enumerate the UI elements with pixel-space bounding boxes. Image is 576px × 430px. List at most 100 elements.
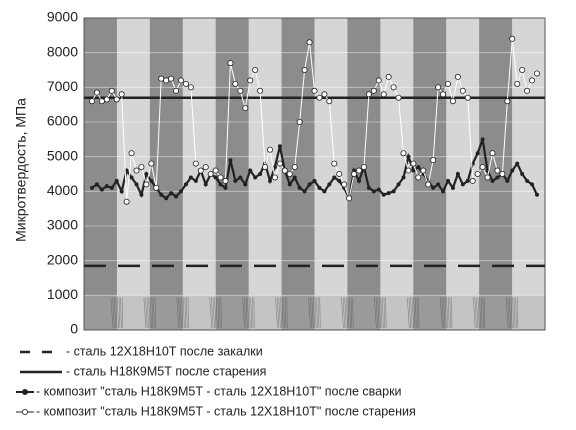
y-tick-label: 6000	[47, 113, 78, 129]
data-point	[287, 171, 292, 176]
data-point	[332, 175, 336, 179]
data-point	[505, 179, 509, 183]
data-point	[322, 92, 327, 97]
data-point	[529, 78, 534, 83]
data-point	[253, 175, 257, 179]
data-point	[228, 158, 232, 162]
data-point	[530, 182, 534, 186]
zone-band	[446, 18, 479, 330]
data-point	[406, 168, 411, 173]
data-point	[397, 182, 401, 186]
data-point	[520, 172, 524, 176]
data-point	[485, 175, 490, 180]
data-point	[440, 92, 445, 97]
data-point	[510, 169, 514, 173]
data-point	[288, 182, 292, 186]
data-point	[535, 193, 539, 197]
data-point	[218, 175, 223, 180]
zone-band	[479, 18, 512, 330]
data-point	[357, 179, 361, 183]
data-point	[213, 168, 218, 173]
data-point	[214, 175, 218, 179]
data-point	[376, 78, 381, 83]
data-point	[431, 158, 436, 163]
data-point	[347, 196, 352, 201]
data-point	[436, 85, 441, 90]
data-point	[194, 179, 198, 183]
data-point	[327, 182, 331, 186]
data-point	[377, 188, 381, 192]
data-point	[382, 193, 386, 197]
data-point	[253, 67, 258, 72]
data-point	[327, 99, 332, 104]
data-point	[356, 168, 361, 173]
data-point	[139, 193, 143, 197]
data-point	[268, 179, 272, 183]
data-point	[406, 155, 410, 159]
data-point	[208, 171, 213, 176]
data-point	[302, 67, 307, 72]
data-point	[203, 164, 208, 169]
data-point	[282, 168, 287, 173]
data-point	[372, 189, 376, 193]
data-point	[135, 182, 139, 186]
data-point	[416, 165, 420, 169]
data-point	[243, 182, 247, 186]
data-point	[481, 137, 485, 141]
data-point	[258, 88, 263, 93]
data-point	[119, 92, 124, 97]
data-point	[515, 81, 520, 86]
data-point	[317, 186, 321, 190]
data-point	[272, 175, 277, 180]
data-point	[224, 186, 228, 190]
data-point	[164, 196, 168, 200]
data-point	[144, 172, 148, 176]
data-point	[278, 144, 282, 148]
data-point	[470, 178, 475, 183]
y-tick-label: 3000	[47, 217, 78, 233]
data-point	[351, 171, 356, 176]
data-point	[386, 74, 391, 79]
legend-marker	[22, 409, 27, 414]
data-point	[169, 191, 173, 195]
data-point	[342, 182, 347, 187]
data-point	[164, 78, 169, 83]
data-point	[248, 169, 252, 173]
data-point	[317, 95, 322, 100]
data-point	[298, 186, 302, 190]
data-point	[159, 193, 163, 197]
data-point	[455, 74, 460, 79]
data-point	[184, 182, 188, 186]
data-point	[193, 161, 198, 166]
data-point	[505, 99, 510, 104]
zone-band	[84, 18, 117, 330]
data-point	[149, 179, 153, 183]
data-point	[243, 106, 248, 111]
data-point	[110, 186, 114, 190]
data-point	[466, 179, 470, 183]
data-point	[99, 99, 104, 104]
data-point	[189, 175, 193, 179]
data-point	[262, 164, 267, 169]
legend-label: - композит "сталь Н18К9М5Т - сталь 12Х18…	[36, 384, 402, 398]
data-point	[476, 151, 480, 155]
data-point	[475, 171, 480, 176]
data-point	[445, 81, 450, 86]
data-point	[109, 88, 114, 93]
data-point	[129, 151, 134, 156]
data-point	[525, 179, 529, 183]
data-point	[293, 175, 297, 179]
data-point	[510, 36, 515, 41]
data-point	[219, 182, 223, 186]
data-point	[391, 85, 396, 90]
data-point	[159, 76, 164, 81]
data-point	[233, 179, 237, 183]
legend-label: - композит "сталь Н18К9М5Т - сталь 12Х18…	[36, 404, 416, 418]
data-point	[401, 151, 406, 156]
data-point	[228, 60, 233, 65]
data-point	[322, 189, 326, 193]
legend-marker	[22, 389, 27, 394]
data-point	[366, 92, 371, 97]
data-point	[154, 185, 159, 190]
data-point	[337, 171, 342, 176]
